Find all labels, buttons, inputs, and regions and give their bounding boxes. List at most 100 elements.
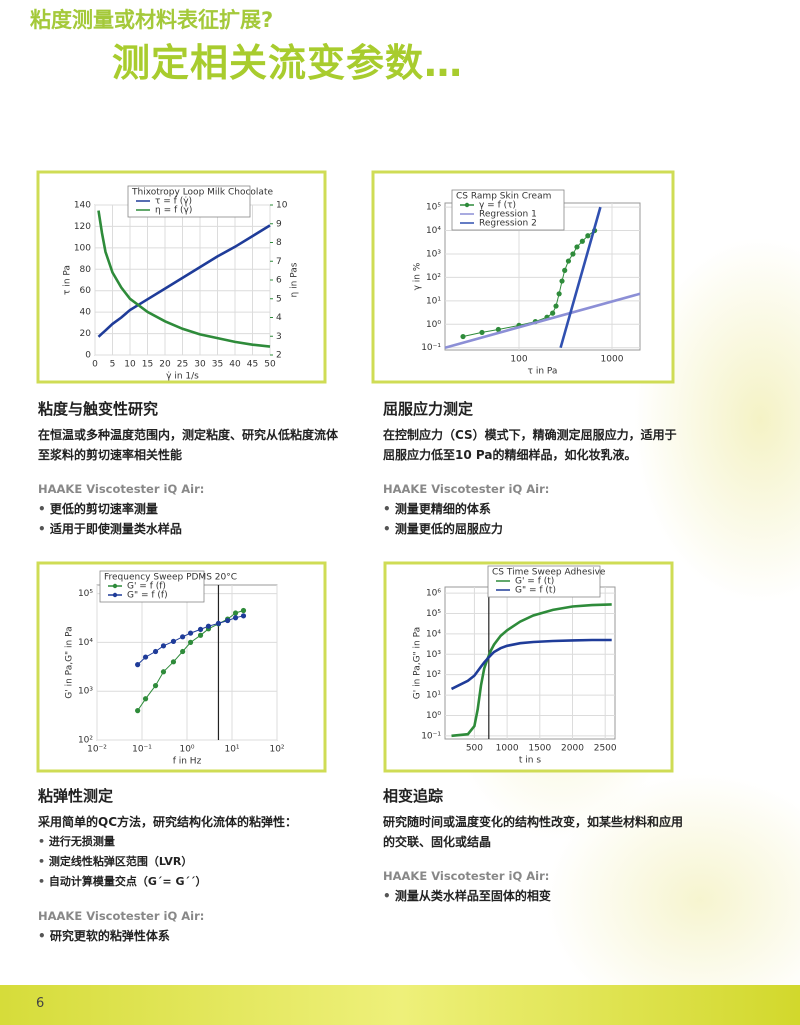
y2-tick-label: 7 xyxy=(276,257,282,267)
y-tick-label: 10⁴ xyxy=(426,226,441,236)
chart-title: CS Time Sweep Adhesive xyxy=(492,568,606,578)
y-tick-label: 10⁰ xyxy=(426,711,441,721)
y2-tick-label: 9 xyxy=(276,219,282,229)
y-axis-label: τ in Pa xyxy=(63,265,73,295)
subtitle: 粘度测量或材料表征扩展? xyxy=(30,8,274,32)
body: 研究随时间或温度变化的结构性改变，如某些材料和应用的交联、固化或结晶 xyxy=(383,815,684,849)
body: 采用简单的QC方法，研究结构化流体的粘弹性： xyxy=(38,815,298,829)
y-tick-label: 80 xyxy=(80,265,92,275)
y-tick-label: 100 xyxy=(74,243,91,253)
x-tick-label: 30 xyxy=(194,360,206,370)
data-point xyxy=(205,623,212,629)
x-tick-label: 45 xyxy=(247,360,258,370)
x-tick-label: 0 xyxy=(92,360,98,370)
y-tick-label: 10⁵ xyxy=(426,203,441,213)
x-tick-label: 10⁻² xyxy=(87,745,107,755)
data-point xyxy=(559,278,565,284)
x-tick-label: 1000 xyxy=(601,355,624,365)
y-axis-label: G' in Pa,G" in Pa xyxy=(413,627,423,699)
series-line xyxy=(451,603,612,738)
x-tick-label: 1000 xyxy=(496,744,519,754)
x-tick-label: 40 xyxy=(229,360,241,370)
chart-title: Frequency Sweep PDMS 20°C xyxy=(104,573,237,583)
y-tick-label: 20 xyxy=(80,329,92,339)
product: HAAKE Viscotester iQ Air: xyxy=(383,482,550,496)
data-point xyxy=(197,632,204,638)
series-line xyxy=(444,292,641,349)
item: 测定线性粘弹区范围（LVR） xyxy=(38,852,338,872)
bullets: 更低的剪切速率测量 适用于即使测量类水样品 xyxy=(38,499,338,539)
page-number: 6 xyxy=(36,996,45,1011)
legend-marker xyxy=(464,202,470,208)
chart-title: CS Ramp Skin Cream xyxy=(456,192,551,202)
y-tick-label: 140 xyxy=(74,201,91,211)
x-tick-label: 15 xyxy=(142,360,153,370)
data-point xyxy=(240,607,247,614)
y2-tick-label: 6 xyxy=(276,276,282,286)
items: 进行无损测量 测定线性粘弹区范围（LVR） 自动计算模量交点（G´= G´´） xyxy=(38,832,338,892)
y-tick-label: 10⁵ xyxy=(426,609,441,619)
bullet: 测量更精细的体系 xyxy=(383,499,683,519)
legend-marker xyxy=(112,583,118,589)
heading: 屈服应力测定 xyxy=(383,400,474,418)
data-point xyxy=(585,233,591,239)
data-point xyxy=(160,643,167,649)
y-tick-label: 10¹ xyxy=(426,296,441,306)
data-point xyxy=(495,326,501,333)
data-point xyxy=(187,639,194,645)
section: 粘度与触变性研究 在恒温或多种温度范围内，测定粘度、研究从低粘度流体至浆料的剪切… xyxy=(38,398,338,539)
y2-tick-label: 4 xyxy=(276,313,282,323)
data-point xyxy=(160,669,167,675)
y-tick-label: 10⁴ xyxy=(78,638,93,648)
data-point xyxy=(170,638,177,644)
x-tick-label: 2500 xyxy=(594,744,617,754)
data-point xyxy=(240,613,247,619)
data-point xyxy=(152,648,159,655)
product: HAAKE Viscotester iQ Air: xyxy=(38,482,205,496)
series-line xyxy=(559,206,602,349)
y-tick-label: 60 xyxy=(80,286,92,296)
data-point xyxy=(142,696,149,702)
y2-tick-label: 5 xyxy=(276,294,282,304)
y-tick-label: 10³ xyxy=(426,650,441,660)
data-point xyxy=(579,238,585,244)
y-tick-label: 10⁻¹ xyxy=(421,343,441,353)
y-axis-label: γ in % xyxy=(413,262,423,290)
data-point xyxy=(187,630,194,636)
y2-tick-label: 3 xyxy=(276,332,282,342)
title: 测定相关流变参数… xyxy=(112,41,464,85)
y-tick-label: 10¹ xyxy=(426,691,441,701)
bullets: 测量从类水样品至固体的相变 xyxy=(383,886,683,906)
bullet: 适用于即使测量类水样品 xyxy=(38,519,338,539)
x-tick-label: 2000 xyxy=(561,744,584,754)
data-point xyxy=(180,648,186,655)
bullets: 研究更软的粘弹性体系 xyxy=(38,926,338,946)
x-tick-label: 10² xyxy=(269,745,284,755)
plot-area xyxy=(444,586,616,740)
series-line xyxy=(450,638,612,691)
section: 相变追踪 研究随时间或温度变化的结构性改变，如某些材料和应用的交联、固化或结晶 … xyxy=(383,785,683,906)
data-point xyxy=(142,654,149,660)
data-point xyxy=(232,615,239,621)
y2-tick-label: 8 xyxy=(276,238,282,248)
y-tick-label: 10⁶ xyxy=(426,589,441,599)
y-axis-label: G' in Pa,G" in Pa xyxy=(65,626,75,698)
y-tick-label: 10³ xyxy=(426,249,441,259)
y2-axis-label: η in Pas xyxy=(290,262,300,297)
x-tick-label: 20 xyxy=(159,360,171,370)
y-tick-label: 10⁴ xyxy=(426,629,441,639)
x-tick-label: 10¹ xyxy=(224,745,239,755)
x-tick-label: 5 xyxy=(110,360,116,370)
section: 粘弹性测定 采用简单的QC方法，研究结构化流体的粘弹性： 进行无损测量 测定线性… xyxy=(38,785,338,946)
bullet: 测量更低的屈服应力 xyxy=(383,519,683,539)
data-point xyxy=(574,244,580,250)
x-tick-label: 50 xyxy=(264,360,276,370)
legend-label: Regression 2 xyxy=(479,219,537,229)
y-tick-label: 40 xyxy=(80,308,92,318)
legend-label: G' = f (f) xyxy=(127,582,166,592)
y2-tick-label: 10 xyxy=(276,201,288,211)
x-axis-label: γ̇ in 1/s xyxy=(166,372,199,382)
data-point xyxy=(562,267,568,273)
